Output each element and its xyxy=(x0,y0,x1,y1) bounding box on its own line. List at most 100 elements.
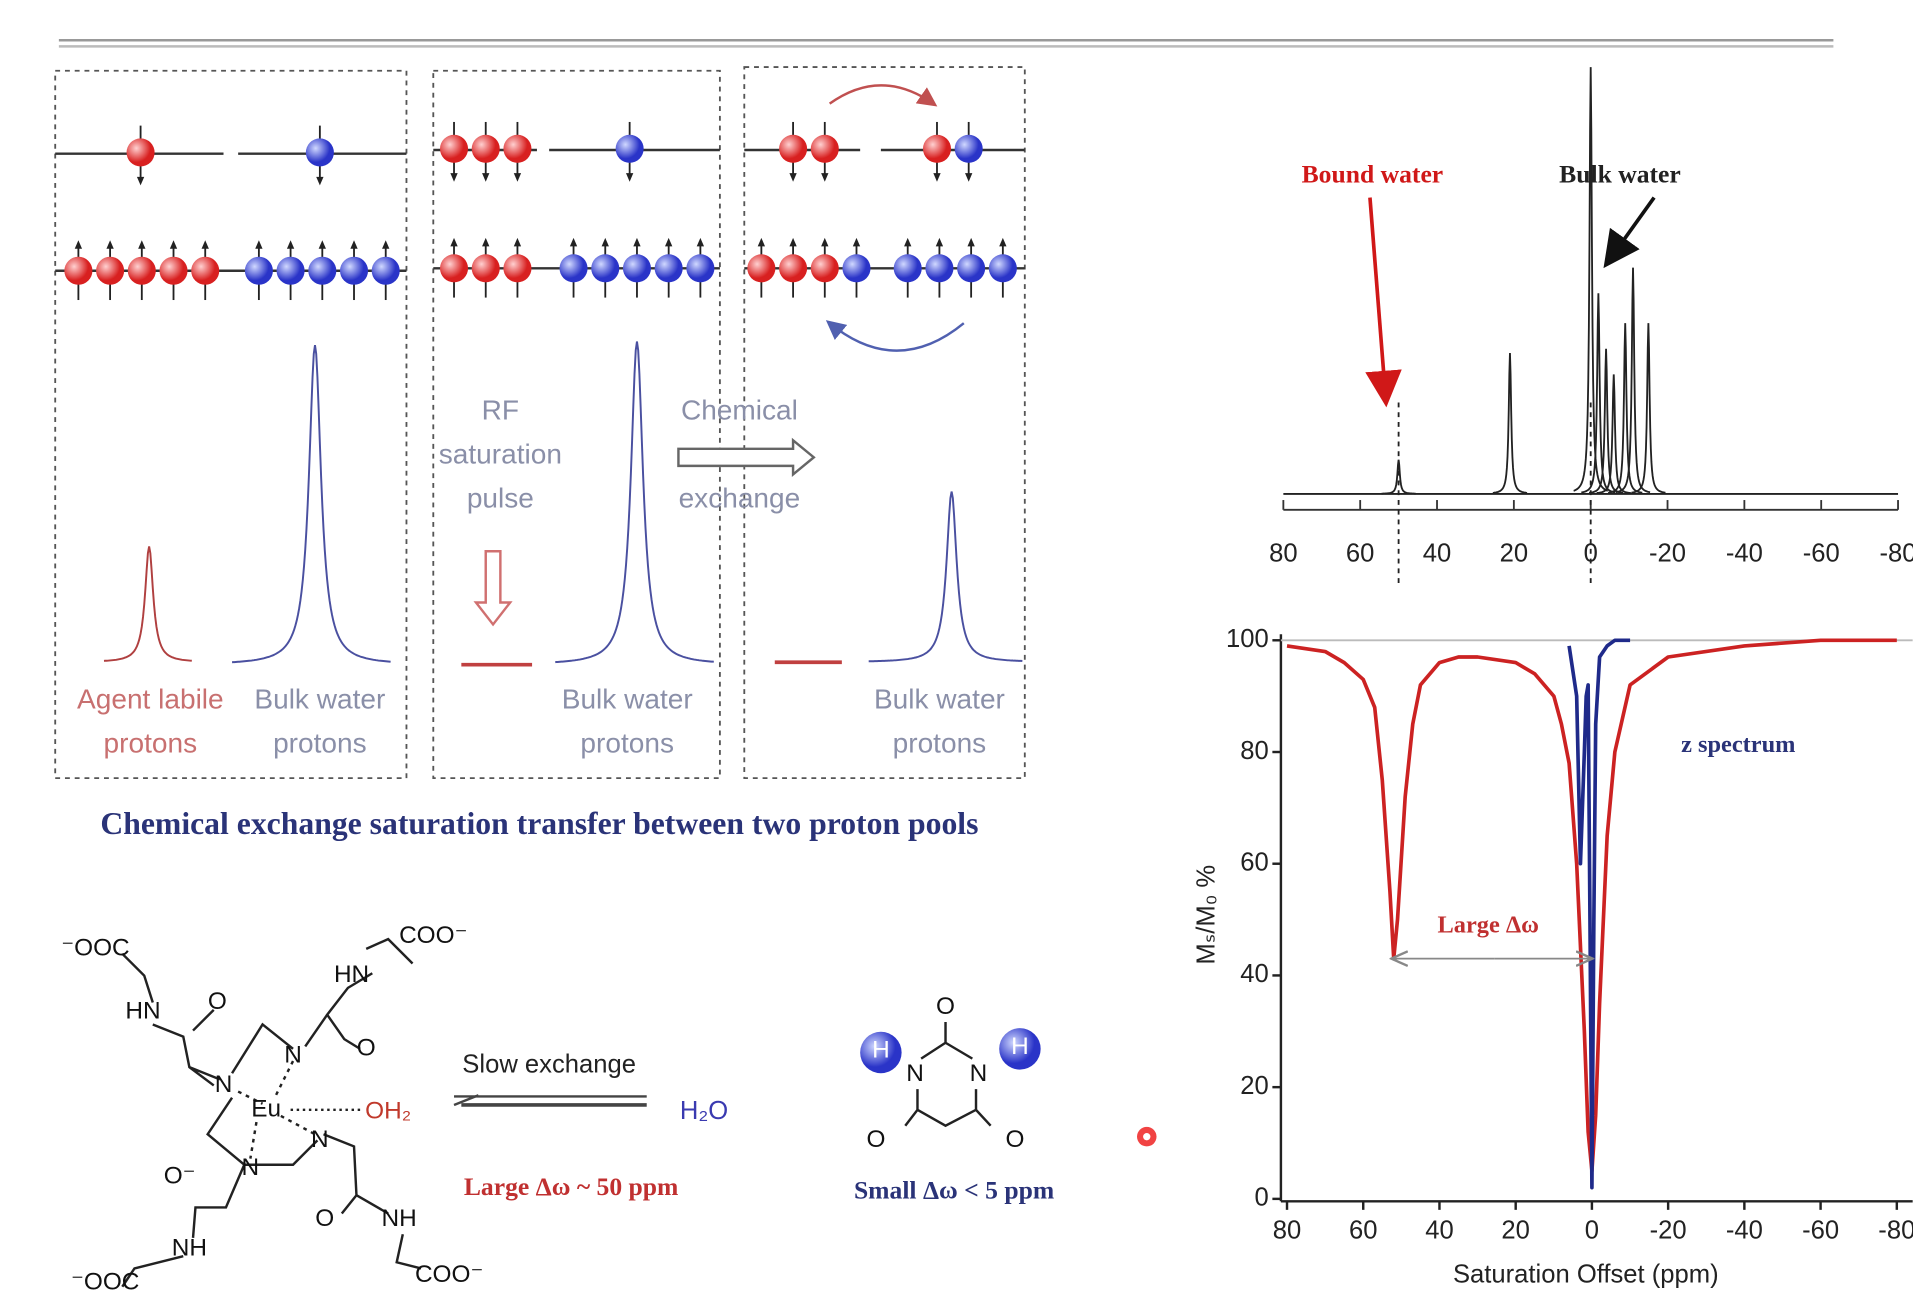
spin-arrowhead xyxy=(665,237,673,247)
atom-label: N xyxy=(284,1042,302,1069)
diagram-peak xyxy=(231,345,391,664)
barbiturate-bonds xyxy=(904,1022,992,1128)
spin-arrowhead xyxy=(821,173,829,182)
x-tick-label: 0 xyxy=(1585,1217,1599,1245)
h-ball xyxy=(860,1031,902,1074)
atom-label: NH xyxy=(172,1234,207,1261)
spin-arrowhead xyxy=(482,173,490,182)
bulk-label: Bulk water xyxy=(874,684,1005,715)
bulk-label: protons xyxy=(580,728,674,759)
exchange-label: Chemical xyxy=(681,395,798,426)
x-tick-label: -40 xyxy=(1726,540,1763,568)
spin xyxy=(159,256,188,285)
atom-label: COO⁻ xyxy=(399,922,467,949)
exchange-label: exchange xyxy=(679,482,801,513)
spin xyxy=(893,254,922,283)
x-tick-label: -80 xyxy=(1878,1217,1913,1245)
spin xyxy=(471,134,500,163)
y-tick-label: 0 xyxy=(1254,1184,1268,1212)
spin xyxy=(371,256,400,285)
slow-exchange-arrow xyxy=(453,1094,647,1107)
diagram-peak xyxy=(868,491,1023,663)
bulk-label: protons xyxy=(893,728,987,759)
diagram-peaks xyxy=(103,341,1023,667)
x-tick-label: -60 xyxy=(1802,1217,1839,1245)
atom-label: H xyxy=(1011,1033,1029,1060)
x-tick-label: 80 xyxy=(1269,540,1298,568)
eu-complex-bonds xyxy=(121,937,422,1288)
shift-label: Small Δω < 5 ppm xyxy=(854,1176,1054,1205)
rf-label: saturation xyxy=(439,439,562,470)
atom-label: Eu xyxy=(251,1095,281,1122)
spin-arrowhead xyxy=(382,240,390,249)
diagram-peak xyxy=(103,546,192,662)
y-tick-label: 80 xyxy=(1240,737,1269,765)
y-tick-label: 20 xyxy=(1240,1072,1269,1100)
panel-frame xyxy=(743,66,1026,780)
spin xyxy=(779,134,808,163)
spin-arrowhead xyxy=(255,240,263,249)
spin xyxy=(779,254,808,283)
spin xyxy=(747,254,776,283)
peak xyxy=(1573,67,1608,492)
spin-arrowhead xyxy=(136,176,145,186)
y-tick-label: 60 xyxy=(1240,848,1269,876)
spin xyxy=(96,256,125,285)
spin xyxy=(954,134,983,163)
spin-arrowhead xyxy=(450,173,458,182)
spin-arrowhead xyxy=(513,173,522,182)
x-tick-label: 80 xyxy=(1273,1217,1302,1245)
spin-arrowhead xyxy=(757,237,766,247)
spin xyxy=(957,254,986,283)
rf-label: pulse xyxy=(467,482,534,513)
atom-label: O xyxy=(936,993,955,1020)
series-line xyxy=(1286,638,1897,1173)
spin-arrowhead xyxy=(74,240,83,249)
spin xyxy=(810,134,839,163)
spin-arrowhead xyxy=(169,240,178,249)
spin-arrowhead xyxy=(482,237,490,247)
spin-arrowhead xyxy=(318,240,326,249)
spin xyxy=(503,254,532,283)
spin-arrowhead xyxy=(935,237,944,247)
shift-label: Large Δω ~ 50 ppm xyxy=(464,1172,679,1201)
rf-label: RF xyxy=(482,395,519,426)
spin-arrowhead xyxy=(450,237,458,247)
spin-arrowhead xyxy=(201,240,209,249)
annotation-arrow xyxy=(1603,196,1656,269)
spin xyxy=(842,254,871,283)
arrow-head xyxy=(453,1094,479,1107)
y-tick-label: 40 xyxy=(1240,960,1269,988)
exchange-arc xyxy=(825,320,965,352)
y-tick-label: 100 xyxy=(1226,625,1269,653)
peak xyxy=(1596,374,1631,494)
atom-label: HN xyxy=(334,961,369,988)
exchange-arc xyxy=(828,84,938,107)
spin-arrowhead xyxy=(513,237,522,247)
atom-label: OH₂ xyxy=(365,1098,411,1125)
spin xyxy=(339,256,369,285)
diagram-arrows xyxy=(473,437,816,627)
spin-arrowhead xyxy=(965,173,973,182)
spin xyxy=(126,138,155,167)
spin xyxy=(622,254,651,283)
atom-label: N xyxy=(906,1060,924,1087)
spin-arrowhead xyxy=(106,240,114,249)
spin xyxy=(925,254,954,283)
diagram-peak xyxy=(555,341,714,664)
water-label: H₂O xyxy=(680,1097,728,1125)
peak xyxy=(1381,459,1416,495)
x-tick-label: -20 xyxy=(1650,1217,1687,1245)
annotation: z spectrum xyxy=(1681,731,1795,758)
annotation-arrow xyxy=(1365,197,1402,408)
series-line xyxy=(1567,638,1631,1190)
annotation: Large Δω xyxy=(1438,911,1539,938)
atom-label: O xyxy=(315,1205,334,1232)
x-tick-label: 60 xyxy=(1349,1217,1378,1245)
coord-bond xyxy=(237,1060,316,1159)
x-tick-label: 40 xyxy=(1423,540,1452,568)
h-ball xyxy=(999,1028,1041,1070)
